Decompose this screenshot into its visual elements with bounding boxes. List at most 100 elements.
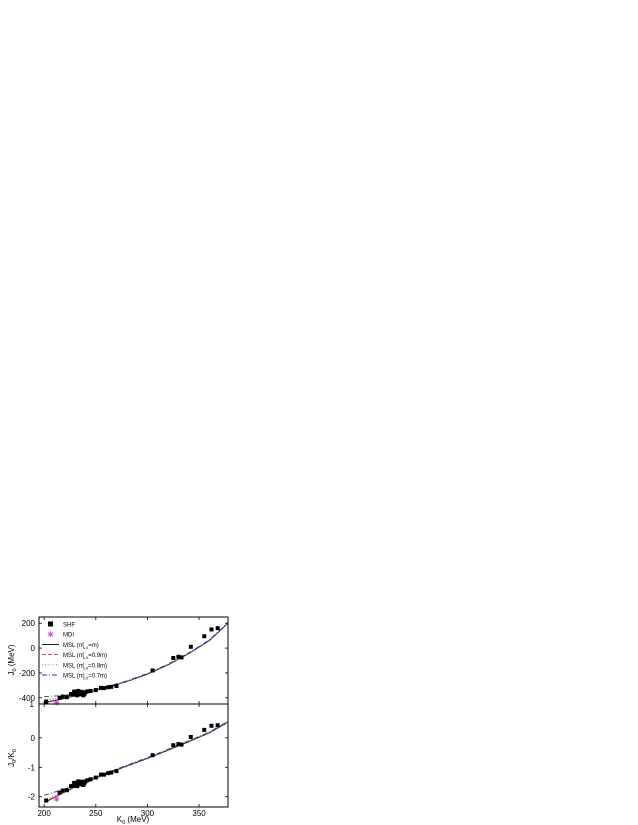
top-shf-point	[78, 692, 83, 697]
bottom-series-line-3	[43, 721, 229, 803]
top-shf-point	[69, 692, 74, 697]
top-shf-point	[171, 656, 176, 661]
x-tick-label: 350	[192, 809, 206, 818]
bottom-lines	[43, 720, 229, 803]
top-shf-point	[106, 685, 111, 690]
top-shf-point	[209, 627, 214, 632]
bottom-shf-point	[83, 779, 88, 784]
bottom-series-line-2	[43, 721, 229, 803]
legend-item: MSL (m* s,0=0.7m)	[42, 671, 107, 681]
top-plot-frame	[38, 616, 229, 705]
legend-label: MSL (m* s,0=0.9m)	[63, 651, 107, 661]
bottom-shf-point	[69, 784, 74, 789]
bottom-y-tick-label: 0	[31, 734, 36, 743]
bottom-shf-point	[85, 778, 90, 783]
bottom-shf-point	[60, 788, 65, 793]
top-shf-point	[44, 699, 49, 704]
legend-square-marker	[48, 621, 53, 627]
top-shf-point	[102, 686, 107, 691]
top-y-tick-label: -400	[19, 694, 36, 703]
bottom-shf-point	[73, 783, 78, 788]
legend-label: MSL (m* s,0=m)	[63, 640, 99, 650]
top-shf-point	[202, 634, 207, 639]
legend-label: MSL (m* s,0=0.8m)	[63, 661, 107, 671]
bottom-shf-point	[78, 782, 83, 787]
top-shf-point	[85, 689, 90, 694]
bottom-y-tick-label: -2	[28, 793, 36, 802]
top-shf-point	[72, 689, 77, 694]
top-shf-point	[179, 655, 184, 660]
legend-label: MSL (m* s,0=0.7m)	[63, 671, 107, 681]
bottom-y-tick-label: -1	[28, 763, 36, 772]
x-tick-label: 200	[37, 809, 51, 818]
x-tick-label: 250	[89, 809, 103, 818]
bottom-plot-frame	[38, 703, 229, 808]
bottom-shf-point	[98, 772, 103, 777]
top-shf-point	[83, 690, 88, 695]
top-y-tick-label: 200	[22, 619, 36, 628]
bottom-shf-point	[72, 780, 77, 785]
legend-label: SHF	[63, 623, 75, 629]
x-ticks: 200 250 300 350	[37, 617, 206, 818]
top-shf-point	[88, 688, 93, 693]
top-shf-point	[75, 693, 80, 698]
top-mdi-point	[53, 699, 60, 706]
bottom-shf-point	[75, 784, 80, 789]
bottom-shf-point	[150, 753, 155, 758]
top-shf-point	[60, 694, 65, 699]
top-shf-point	[80, 691, 85, 696]
bottom-shf-point	[102, 772, 107, 777]
top-shf-point	[73, 692, 78, 697]
top-shf-point	[93, 688, 98, 693]
top-y-ticks: -400 -200 0 200	[19, 619, 228, 703]
bottom-y-ticks: -2 -1 0	[28, 734, 228, 802]
legend-item: SHF	[48, 621, 75, 629]
x-axis-label: K0 (MeV)	[117, 815, 150, 825]
top-shf-point	[114, 683, 119, 688]
top-y-tick-label: 0	[31, 644, 36, 653]
top-y-tick-label: -200	[19, 669, 36, 678]
legend-item: MSL (m* s,0=0.9m)	[42, 651, 107, 661]
bottom-shf-point	[176, 742, 181, 747]
bottom-shf-point	[57, 790, 62, 795]
bottom-shf-point	[106, 771, 111, 776]
bottom-shf-point	[202, 727, 207, 732]
legend-item: MSL (m* s,0=0.8m)	[42, 661, 107, 671]
bottom-shf-point	[71, 783, 76, 788]
bottom-shf-point	[44, 798, 49, 803]
top-shf-point	[109, 684, 114, 689]
legend-item: MDI	[47, 631, 74, 639]
top-shf-point	[176, 654, 181, 659]
top-y-axis-label: J0 (MeV)	[7, 644, 18, 675]
top-shf-point	[188, 644, 193, 649]
top-shf-point	[57, 695, 62, 700]
bottom-shf-point	[188, 734, 193, 739]
bottom-shf-point	[215, 723, 220, 728]
top-points	[44, 626, 220, 706]
legend-label: MDI	[63, 633, 74, 639]
top-shf-point	[64, 695, 69, 700]
bottom-mdi-point	[53, 796, 60, 803]
bottom-panel: -2 -1 0 200 250 300 350 1 J0/K0 K0 (MeV)	[7, 617, 229, 825]
bottom-shf-point	[80, 780, 85, 785]
bottom-points	[44, 723, 220, 803]
bottom-shf-point	[88, 777, 93, 782]
bottom-shf-point	[93, 775, 98, 780]
legend-asterisk-marker	[47, 631, 54, 638]
top-shf-point	[215, 626, 220, 631]
bottom-shf-point	[171, 743, 176, 748]
top-shf-point	[150, 668, 155, 673]
bottom-shf-point	[64, 788, 69, 793]
bottom-shf-point	[209, 723, 214, 728]
top-shf-point	[71, 692, 76, 697]
bottom-shf-point	[109, 770, 114, 775]
bottom-y-axis-top-tick-label: 1	[30, 700, 35, 709]
bottom-shf-point	[114, 769, 119, 774]
top-shf-point	[98, 685, 103, 690]
legend-item: MSL (m* s,0=m)	[42, 640, 99, 650]
bottom-shf-point	[74, 781, 79, 786]
bottom-shf-point	[179, 742, 184, 747]
